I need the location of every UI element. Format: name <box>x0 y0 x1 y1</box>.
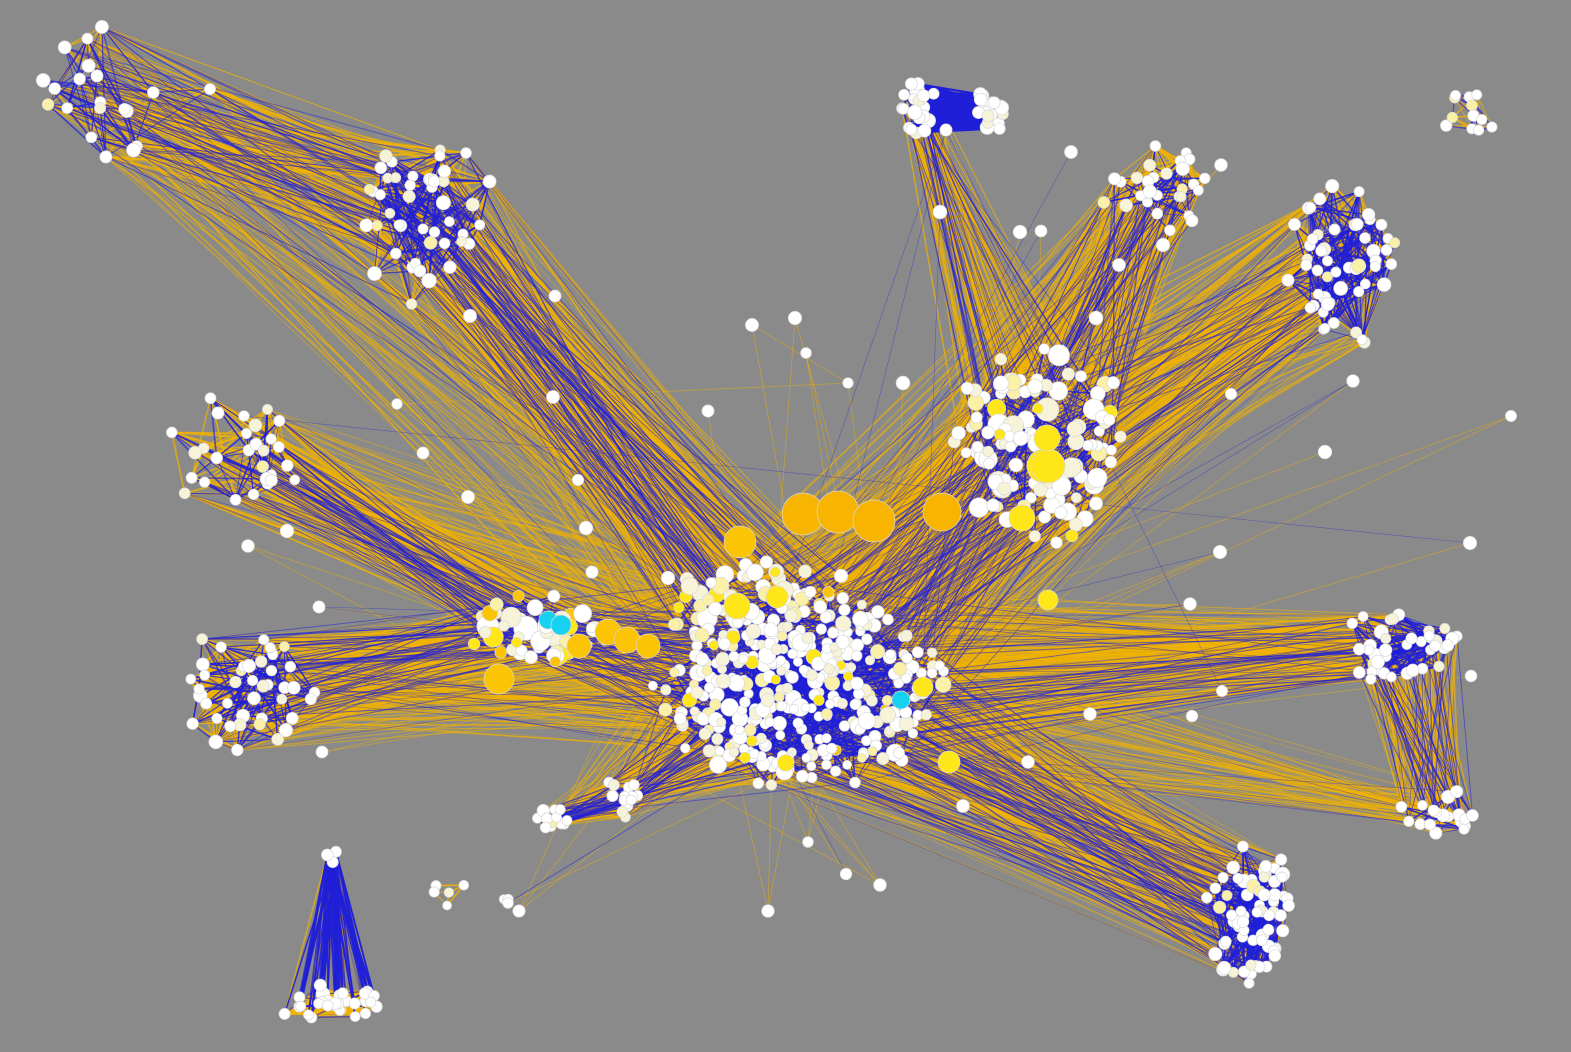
graph-edge-gold <box>190 398 212 478</box>
graph-edge-gold <box>47 103 134 152</box>
graph-edge-gold <box>170 432 186 494</box>
